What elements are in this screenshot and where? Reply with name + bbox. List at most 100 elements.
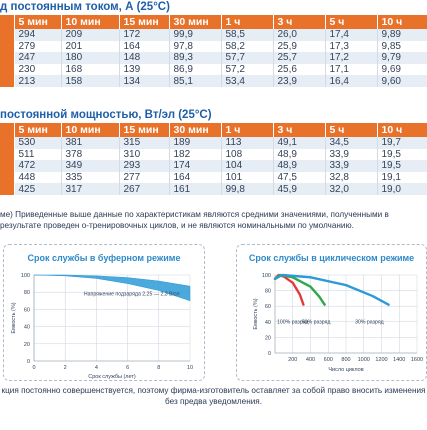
table1-cell: 25,6: [273, 63, 326, 76]
cycle-chart-title: Срок службы в циклическом режиме: [248, 253, 415, 263]
float-life-chart: 0 20 40 60 80 100 0 2 4 6 8 10 Напряжение подзаряда …: [11, 273, 193, 380]
x-tick-label: 600: [324, 357, 333, 363]
table2-cell: 317: [61, 183, 120, 195]
table-row: 511 378 310 182 108 48,9 33,9 19,5: [0, 148, 427, 161]
y-axis-label: Емкость (%): [253, 298, 259, 329]
table1-cell: 209: [61, 29, 120, 41]
table2-cell: 310: [119, 148, 170, 161]
table2-cell: 448: [14, 171, 62, 184]
table1-header-6: 3 ч: [273, 15, 326, 29]
table1-cell: 17,2: [325, 52, 378, 64]
table1-cell: 57,2: [221, 63, 274, 76]
table2-header-4: 30 мин: [169, 123, 222, 137]
cycle-life-chart: 0 20 40 60 80 100 200 400 600 800 1000 1200 1400 1600…: [253, 273, 423, 373]
table-row: 213 158 134 85,1 53,4 23,9 16,4 9,60: [0, 75, 427, 87]
table1-cell: 85,1: [169, 75, 222, 87]
table1-header-5: 1 ч: [221, 15, 274, 29]
x-tick-label: 800: [341, 357, 350, 363]
table2-title: постоянной мощностью, Вт/эл (25°C): [0, 109, 212, 121]
table-row: 230 168 139 86,9 57,2 25,6 17,1 9,69: [0, 63, 427, 76]
table2-cell: 425: [14, 183, 62, 195]
table2-cell: 161: [169, 183, 222, 195]
table1-cell: 16,4: [325, 75, 378, 87]
table1-cell: [0, 63, 15, 76]
table2-cell: 182: [169, 148, 222, 161]
table1-cell: 279: [14, 40, 62, 53]
note-text: ме) Приведенные выше данные по характери…: [0, 210, 389, 230]
table-row: 247 180 148 89,3 57,7 25,7 17,2 9,79: [0, 52, 427, 64]
table2-cell: 49,1: [273, 137, 326, 149]
table2-cell: [0, 137, 15, 149]
table1-cell: 57,7: [221, 52, 274, 64]
table1-cell: 25,7: [273, 52, 326, 64]
x-axis-label: Число циклов: [328, 367, 363, 373]
y-tick-label: 40: [24, 325, 30, 331]
table1-header-2: 10 мин: [61, 15, 120, 29]
table2-cell: 378: [61, 148, 120, 161]
table1-cell: 99,9: [169, 29, 222, 41]
table1-cell: 168: [61, 63, 120, 76]
table1-cell: 139: [119, 63, 170, 76]
y-tick-label: 20: [265, 335, 271, 341]
table2-cell: [0, 183, 15, 195]
x-tick-label: 400: [306, 357, 315, 363]
table1-title: д постоянным током, А (25°C): [0, 1, 170, 13]
table1-cell: 9,79: [377, 52, 427, 64]
table1-header-4: 30 мин: [169, 15, 222, 29]
table2-cell: 48,9: [273, 148, 326, 161]
table1-cell: 294: [14, 29, 62, 41]
table2-cell: 511: [14, 148, 62, 161]
table1-cell: 180: [61, 52, 120, 64]
table2-cell: 19,1: [377, 171, 427, 184]
table1-cell: 164: [119, 40, 170, 53]
x-tick-label: 8: [157, 365, 160, 371]
table2-cell: 47,5: [273, 171, 326, 184]
float-life-panel: Срок службы в буферном режиме 0 20 40 60 80 1…: [3, 244, 205, 381]
x-tick-label: 4: [95, 365, 98, 371]
table2-cell: 530: [14, 137, 62, 149]
table2-cell: 19,0: [377, 183, 427, 195]
table2-cell: 34,5: [325, 137, 378, 149]
table1-cell: 9,85: [377, 40, 427, 53]
table2-header-1: 5 мин: [14, 123, 62, 137]
table1-header-8: 10 ч: [377, 15, 427, 29]
x-tick-label: 1600: [411, 357, 423, 363]
table1-cell: 9,69: [377, 63, 427, 76]
table-row: 448 335 277 164 101 47,5 32,8 19,1: [0, 171, 427, 184]
table2-header-7: 5 ч: [325, 123, 378, 137]
y-tick-label: 80: [24, 290, 30, 296]
x-axis-label: Срок службы (лет): [88, 374, 136, 380]
y-tick-label: 0: [27, 359, 30, 365]
x-tick-label: 0: [32, 365, 35, 371]
table2-cell: 19,7: [377, 137, 427, 149]
y-tick-label: 100: [262, 273, 271, 279]
y-tick-label: 60: [265, 304, 271, 310]
table2-cell: 108: [221, 148, 274, 161]
table-row: 294 209 172 99,9 58,5 26,0 17,4 9,89: [0, 29, 427, 41]
table1-cell: 58,2: [221, 40, 274, 53]
x-tick-label: 6: [126, 365, 129, 371]
table-row: 472 349 293 174 104 48,9 33,9 19,5: [0, 160, 427, 172]
series-label: 100% разряд: [277, 319, 308, 325]
table1-cell: 25,9: [273, 40, 326, 53]
series-line: [273, 273, 390, 306]
table2-cell: 335: [61, 171, 120, 184]
table2-header-2: 10 мин: [61, 123, 120, 137]
x-tick-label: 2: [64, 365, 67, 371]
table2-header-3: 15 мин: [119, 123, 170, 137]
y-axis-label: Емкость (%): [11, 302, 17, 333]
table2-cell: [0, 171, 15, 184]
table2-cell: 33,9: [325, 160, 378, 172]
table1-cell: 158: [61, 75, 120, 87]
table2-cell: 101: [221, 171, 274, 184]
x-tick-label: 1200: [375, 357, 387, 363]
x-tick-label: 1400: [393, 357, 405, 363]
table1-header-1: 5 мин: [14, 15, 62, 29]
table1-header-3: 15 мин: [119, 15, 170, 29]
table1-cell: 53,4: [221, 75, 274, 87]
table2-cell: 99,8: [221, 183, 274, 195]
table1-cell: 86,9: [169, 63, 222, 76]
table2-cell: 189: [169, 137, 222, 149]
